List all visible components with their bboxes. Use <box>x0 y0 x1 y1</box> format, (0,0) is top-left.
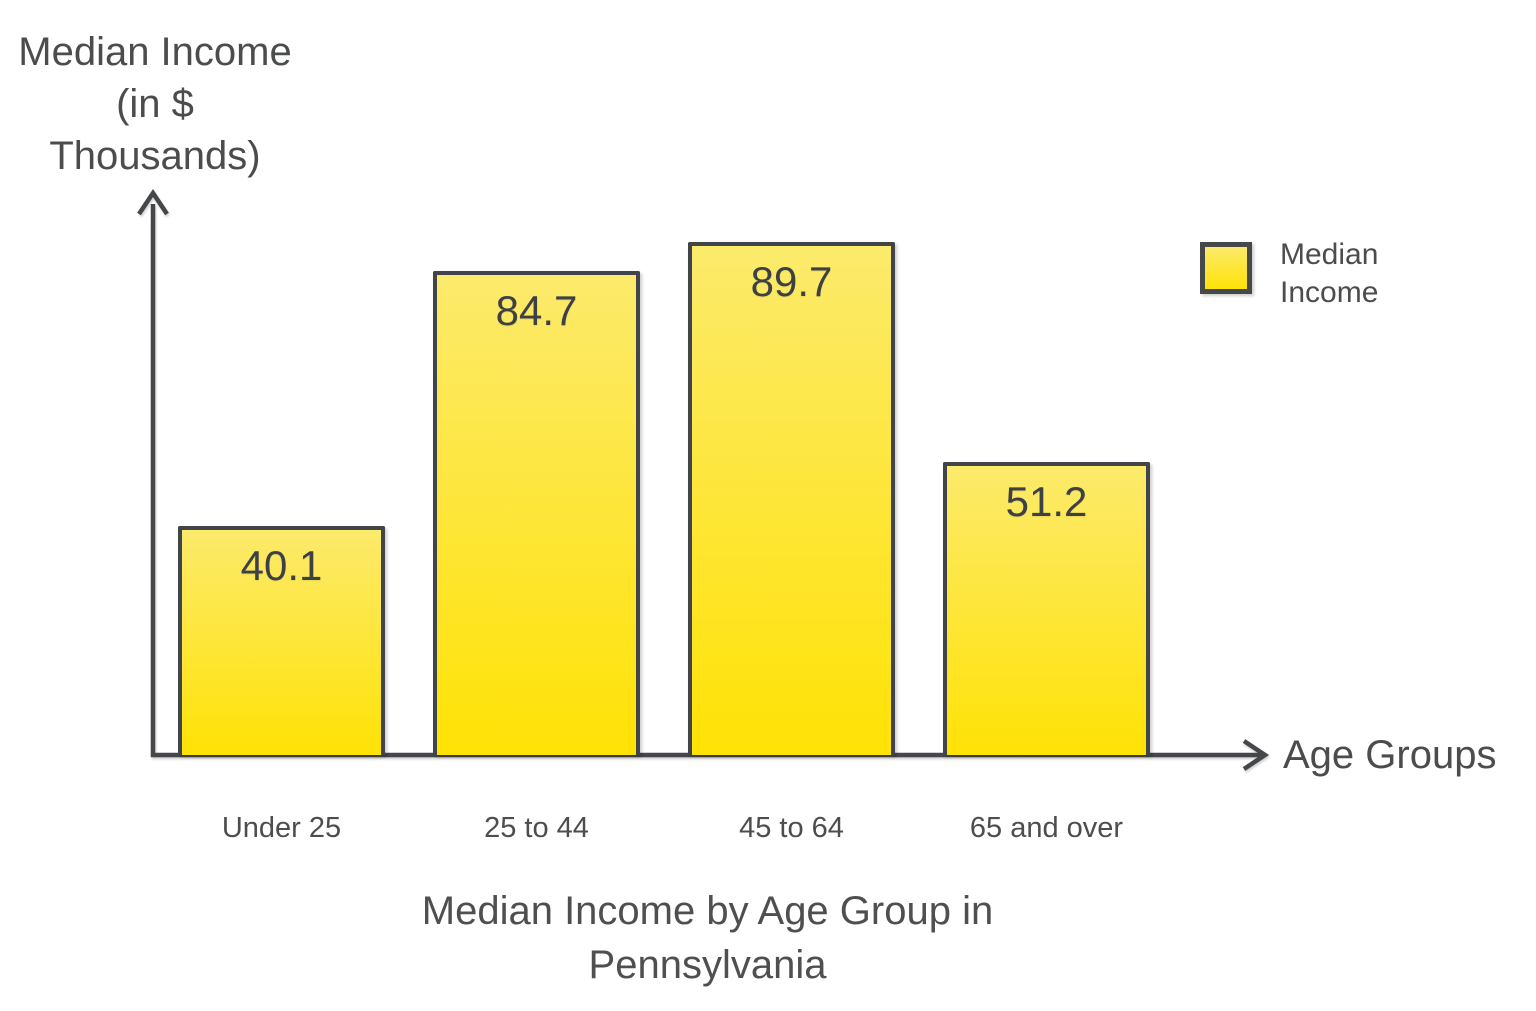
bar-value-label: 84.7 <box>495 287 578 334</box>
y-axis-label: Median Income (in $ Thousands) <box>18 30 292 178</box>
bar-45-to-64: 89.7 <box>688 242 895 755</box>
legend-swatch-icon <box>1200 242 1252 294</box>
bar-value-label: 40.1 <box>240 542 323 589</box>
bar-value-label: 89.7 <box>750 258 833 305</box>
x-tick-label-65-and-over: 65 and over <box>969 812 1124 844</box>
x-tick-label-25-to-44: 25 to 44 <box>484 812 589 844</box>
x-tick-label-45-to-64: 45 to 64 <box>739 812 844 844</box>
legend-label: Median Income <box>1280 238 1379 309</box>
chart-title: Median Income by Age Group in Pennsylvan… <box>421 889 994 987</box>
legend: Median Income <box>1200 236 1378 312</box>
y-axis-arrowhead-icon <box>137 188 169 216</box>
bar-under-25: 40.1 <box>178 526 385 755</box>
bar-value-label: 51.2 <box>1005 478 1088 525</box>
bar-25-to-44: 84.7 <box>433 271 640 755</box>
x-axis-arrowhead-icon <box>1242 739 1270 771</box>
bar-65-and-over: 51.2 <box>943 462 1150 755</box>
x-axis-label: Age Groups <box>1283 733 1497 777</box>
x-tick-label-under-25: Under 25 <box>221 812 342 844</box>
